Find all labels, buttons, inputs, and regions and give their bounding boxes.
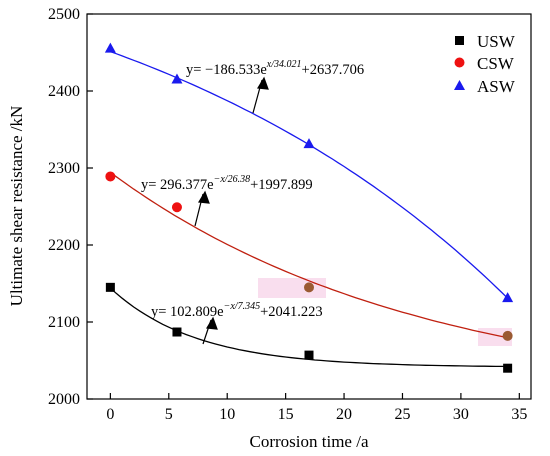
y-tick-label-2000: 2000 xyxy=(48,391,80,408)
x-tick-label-20: 20 xyxy=(336,406,352,423)
x-tick-label-30: 30 xyxy=(453,406,469,423)
fit-curve-csw xyxy=(110,171,508,339)
y-tick-label-2200: 2200 xyxy=(48,237,80,254)
legend-label-asw: ASW xyxy=(477,77,516,96)
point-usw-2 xyxy=(304,350,314,360)
x-tick-label-25: 25 xyxy=(394,406,410,423)
legend-label-csw: CSW xyxy=(477,54,515,73)
equation-csw: y= 296.377e−x/26.38+1997.899 xyxy=(141,174,313,193)
point-asw-3 xyxy=(502,292,514,303)
y-axis-title: Ultimate shear resistance /kN xyxy=(7,106,26,307)
legend-marker-asw xyxy=(454,80,465,90)
arrow-csw-head xyxy=(197,190,210,204)
x-tick-label-15: 15 xyxy=(278,406,294,423)
legend-label-usw: USW xyxy=(477,32,516,51)
point-usw-3 xyxy=(503,363,513,373)
arrow-usw-head xyxy=(205,316,218,330)
point-csw-2 xyxy=(304,282,314,293)
arrow-asw-head xyxy=(256,76,269,90)
fit-curve-asw xyxy=(110,50,509,299)
point-asw-0 xyxy=(104,42,116,53)
point-asw-2 xyxy=(303,138,315,149)
highlight-band-1 xyxy=(258,278,326,298)
equation-asw: y= −186.533ex/34.021+2637.706 xyxy=(186,59,364,78)
y-tick-label-2100: 2100 xyxy=(48,314,80,331)
point-csw-0 xyxy=(105,171,116,182)
point-asw-1 xyxy=(171,73,183,84)
plot-area xyxy=(104,42,514,373)
legend-marker-csw xyxy=(454,57,465,68)
annotation-arrows xyxy=(194,76,269,345)
legend: USW CSW ASW xyxy=(454,32,516,96)
y-tick-label-2300: 2300 xyxy=(48,160,80,177)
x-tick-label-35: 35 xyxy=(511,406,527,423)
point-csw-1 xyxy=(171,202,182,213)
axes: 0 5 10 15 20 25 30 35 2000 2100 2200 2300 2400 2500 xyxy=(48,6,527,423)
point-usw-1 xyxy=(172,327,182,337)
point-usw-0 xyxy=(105,282,115,292)
y-tick-label-2400: 2400 xyxy=(48,83,80,100)
x-axis-title: Corrosion time /a xyxy=(250,432,369,451)
point-csw-3 xyxy=(502,330,513,341)
x-tick-label-10: 10 xyxy=(219,406,235,423)
plot-frame xyxy=(86,13,532,400)
equation-usw: y= 102.809e−x/7.345+2041.223 xyxy=(151,301,323,320)
x-tick-label-0: 0 xyxy=(106,406,114,423)
x-tick-label-5: 5 xyxy=(165,406,173,423)
y-tick-label-2500: 2500 xyxy=(48,6,80,23)
legend-marker-usw xyxy=(455,36,464,45)
highlight-band-2 xyxy=(478,328,512,346)
